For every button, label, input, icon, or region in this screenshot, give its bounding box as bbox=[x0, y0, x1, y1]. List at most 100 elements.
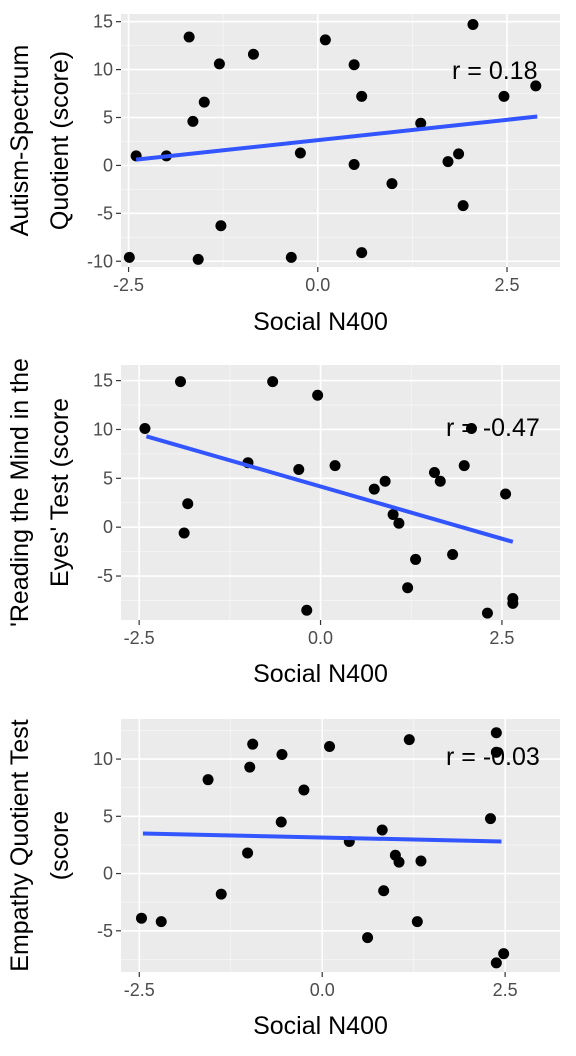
x-tick-label: 2.5 bbox=[495, 275, 520, 295]
data-point bbox=[298, 784, 310, 796]
data-point bbox=[415, 117, 427, 129]
data-point bbox=[285, 251, 297, 263]
correlation-annotation: r = -0.47 bbox=[446, 414, 540, 442]
x-tick-label: 0.0 bbox=[308, 628, 333, 648]
data-point bbox=[447, 549, 459, 561]
panel-2: -2.5 0.0 2.5 -5 0 5 10 15 r = -0.47 Social N400 'R… bbox=[6, 358, 560, 688]
data-point bbox=[411, 916, 423, 928]
data-point bbox=[202, 774, 214, 786]
data-point bbox=[434, 475, 446, 487]
y-axis-title: Quotient (score) bbox=[46, 51, 74, 230]
panel-1: -2.5 0.0 2.5 -10 -5 0 5 10 15 r = 0.18 Social N400… bbox=[6, 12, 560, 336]
data-point bbox=[198, 96, 210, 108]
y-tick-label: -5 bbox=[97, 566, 113, 586]
data-point bbox=[319, 34, 331, 46]
data-point bbox=[348, 59, 360, 71]
y-tick-label: 5 bbox=[103, 468, 113, 488]
data-point bbox=[467, 19, 479, 31]
y-tick-label: 15 bbox=[93, 12, 113, 32]
data-point bbox=[301, 604, 313, 616]
y-tick-label: 0 bbox=[103, 864, 113, 884]
data-point bbox=[465, 423, 477, 435]
y-tick-label: 10 bbox=[93, 60, 113, 80]
y-tick-label: 15 bbox=[93, 371, 113, 391]
data-point bbox=[187, 115, 199, 127]
y-axis-title: Empathy Quotient Test bbox=[6, 719, 34, 972]
data-point bbox=[386, 178, 398, 190]
data-point bbox=[294, 147, 306, 159]
x-tick-label: -2.5 bbox=[124, 980, 155, 1000]
data-point bbox=[453, 148, 465, 160]
x-tick-label: 0.0 bbox=[310, 980, 335, 1000]
x-tick-label: -2.5 bbox=[113, 275, 144, 295]
x-tick-label: 2.5 bbox=[493, 980, 518, 1000]
data-point bbox=[362, 932, 374, 944]
data-point bbox=[135, 912, 147, 924]
data-point bbox=[348, 158, 360, 170]
data-point bbox=[192, 253, 204, 265]
y-tick-label: 10 bbox=[93, 419, 113, 439]
data-point bbox=[247, 48, 259, 60]
data-point bbox=[457, 200, 469, 212]
data-point bbox=[403, 734, 415, 746]
regression-line bbox=[145, 434, 514, 544]
data-point bbox=[415, 855, 427, 867]
y-tick-label: -10 bbox=[87, 251, 113, 271]
data-point bbox=[428, 466, 440, 478]
data-point bbox=[498, 90, 510, 102]
data-point bbox=[410, 553, 422, 565]
data-point bbox=[402, 582, 414, 594]
data-point bbox=[329, 460, 341, 472]
data-point bbox=[498, 948, 510, 960]
x-tick-label: 2.5 bbox=[489, 628, 514, 648]
data-point bbox=[530, 80, 542, 92]
y-axis-title: 'Reading the Mind in the bbox=[6, 358, 34, 627]
data-point bbox=[378, 885, 390, 897]
panel-3: -2.5 0.0 2.5 -5 0 5 10 r = -0.03 Social N400 Empa… bbox=[6, 719, 560, 1040]
data-point bbox=[215, 888, 227, 900]
data-point bbox=[182, 498, 194, 510]
data-point bbox=[178, 527, 190, 539]
data-point bbox=[267, 376, 279, 388]
y-axis-title: Autism-Spectrum bbox=[6, 45, 34, 237]
data-point bbox=[244, 761, 256, 773]
y-axis-title: (score bbox=[46, 811, 74, 880]
data-point bbox=[139, 423, 151, 435]
regression-line bbox=[142, 831, 502, 844]
data-point bbox=[490, 746, 502, 758]
data-point bbox=[356, 90, 368, 102]
data-point bbox=[500, 488, 512, 500]
correlation-annotation: r = 0.18 bbox=[452, 57, 537, 85]
data-point bbox=[490, 957, 502, 969]
x-tick-label: 0.0 bbox=[305, 275, 330, 295]
y-axis-title: Eyes' Test (score bbox=[46, 398, 74, 587]
y-tick-label: -5 bbox=[97, 921, 113, 941]
data-point bbox=[275, 816, 287, 828]
regression-line bbox=[135, 114, 538, 162]
x-axis-title: Social N400 bbox=[253, 1012, 388, 1040]
data-point bbox=[215, 220, 227, 232]
panel-background bbox=[121, 14, 560, 267]
x-axis-title: Social N400 bbox=[253, 660, 388, 688]
data-point bbox=[324, 740, 336, 752]
data-point bbox=[183, 31, 195, 43]
data-point bbox=[490, 727, 502, 739]
data-point bbox=[356, 247, 368, 259]
data-point bbox=[458, 460, 470, 472]
data-point bbox=[393, 517, 405, 529]
y-tick-label: 5 bbox=[103, 806, 113, 826]
panel-background bbox=[121, 719, 560, 972]
y-tick-label: -5 bbox=[97, 203, 113, 223]
y-tick-label: 0 bbox=[103, 517, 113, 537]
data-point bbox=[312, 389, 324, 401]
y-tick-label: 0 bbox=[103, 155, 113, 175]
data-point bbox=[393, 856, 405, 868]
data-point bbox=[376, 824, 388, 836]
data-point bbox=[175, 376, 187, 388]
x-tick-label: -2.5 bbox=[124, 628, 155, 648]
data-point bbox=[379, 475, 391, 487]
data-point bbox=[123, 251, 135, 263]
data-point bbox=[242, 847, 254, 859]
y-tick-label: 10 bbox=[93, 749, 113, 769]
